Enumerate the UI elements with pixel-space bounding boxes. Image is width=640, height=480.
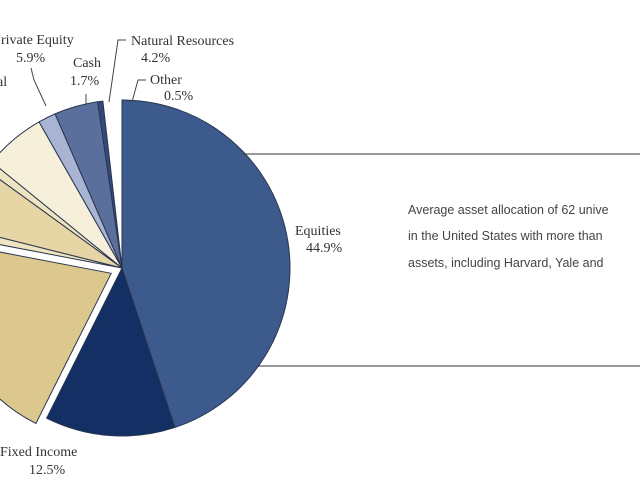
value-cash: 1.7%	[70, 74, 100, 89]
value-equities: 44.9%	[306, 241, 343, 256]
pie-slice-fixed-income	[46, 266, 176, 437]
leader-natural-resources	[108, 39, 126, 103]
leader-private-equity	[30, 67, 47, 107]
label-equities: Equities	[295, 224, 341, 239]
value-other: 0.5%	[164, 89, 194, 104]
pie-slice-other	[97, 100, 123, 269]
value-natural-resources: 4.2%	[141, 51, 171, 66]
label-natural-resources: Natural Resources	[131, 34, 234, 49]
label-fixed-income: Fixed Income	[0, 445, 77, 460]
note-line-2: in the United States with more than	[408, 229, 603, 243]
leader-other	[131, 79, 146, 103]
label-private-equity: rivate Equity	[1, 33, 74, 48]
label-partial: al	[0, 75, 7, 90]
label-other: Other	[150, 73, 182, 88]
note-line-3: assets, including Harvard, Yale and	[408, 256, 604, 270]
value-fixed-income: 12.5%	[29, 463, 66, 478]
label-cash: Cash	[73, 56, 101, 71]
pie-slice-unlabeled-2	[0, 251, 112, 425]
pie-slice-equities	[121, 99, 291, 429]
value-private-equity: 5.9%	[16, 51, 46, 66]
note-line-1: Average asset allocation of 62 unive	[408, 203, 609, 217]
